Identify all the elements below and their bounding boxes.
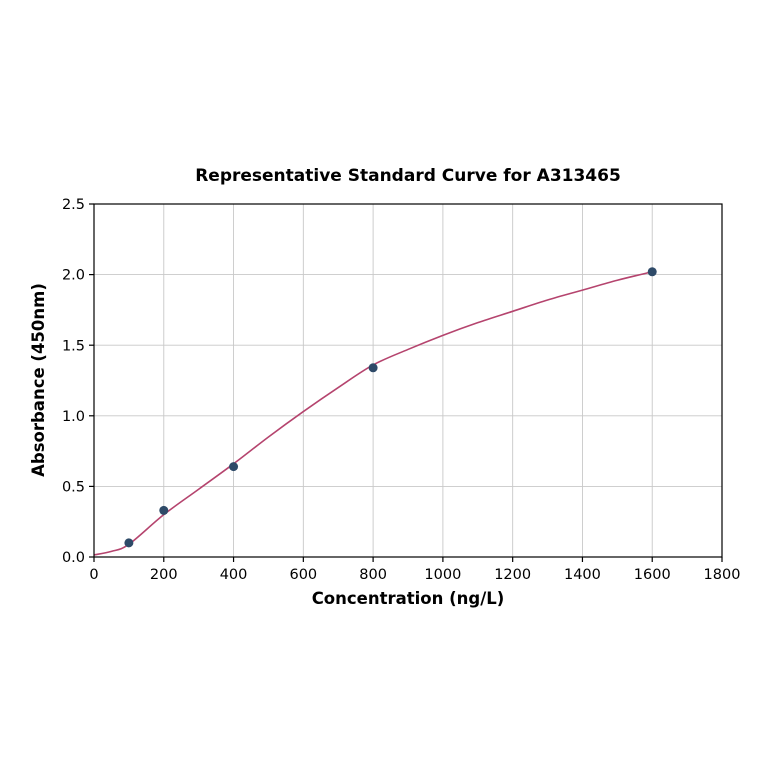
data-points [124,267,657,548]
x-tick-label: 1200 [494,567,531,583]
y-tick-label: 1.5 [62,338,85,354]
chart-layers: 0 200 400 600 800 1000 1200 1400 1600 1800 0.0 0.5 1… [62,197,741,583]
y-tick-label: 2.0 [62,268,85,284]
x-tick-label: 1600 [634,567,671,583]
gridlines [93,203,723,558]
data-point [124,538,134,548]
y-tick-label: 0.5 [62,479,85,495]
x-tick-label: 1400 [564,567,601,583]
x-tick-label: 0 [89,567,98,583]
fit-curve-line [93,271,653,556]
data-point [159,505,169,515]
x-tick-label: 200 [150,567,178,583]
x-tick-label: 400 [220,567,248,583]
chart-title: Representative Standard Curve for A31346… [195,166,621,186]
y-tick-label: 2.5 [62,197,85,213]
y-tick-label: 1.0 [62,409,85,425]
x-axis-label: Concentration (ng/L) [312,589,505,608]
data-point [647,267,657,277]
x-tick-label: 1800 [704,567,741,583]
axis-ticks: 0 200 400 600 800 1000 1200 1400 1600 1800 0.0 0.5 1… [62,197,741,583]
x-tick-label: 600 [289,567,317,583]
y-tick-label: 0.0 [62,550,85,566]
x-tick-label: 800 [359,567,387,583]
x-tick-label: 1000 [424,567,461,583]
data-point [229,462,239,472]
y-axis-label: Absorbance (450nm) [29,283,48,477]
data-point [368,363,378,373]
plot-border [93,203,723,558]
